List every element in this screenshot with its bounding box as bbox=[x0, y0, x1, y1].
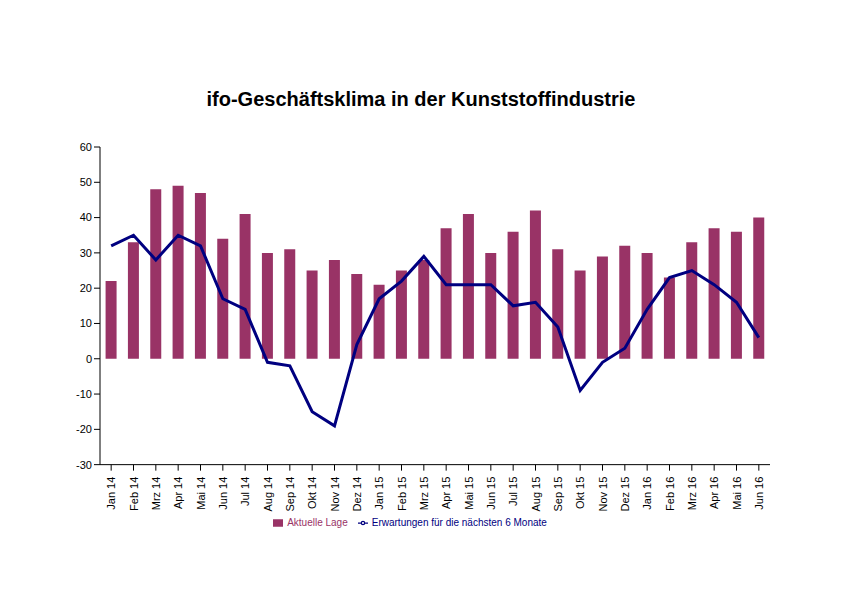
svg-text:Apr 15: Apr 15 bbox=[440, 477, 452, 509]
svg-text:Aug 14: Aug 14 bbox=[262, 477, 274, 512]
svg-text:Mai 16: Mai 16 bbox=[731, 477, 743, 510]
svg-text:Jan 16: Jan 16 bbox=[641, 477, 653, 510]
svg-text:Feb 15: Feb 15 bbox=[396, 477, 408, 511]
svg-text:Dez 15: Dez 15 bbox=[619, 477, 631, 512]
svg-text:-30: -30 bbox=[76, 459, 92, 471]
svg-text:Mai 15: Mai 15 bbox=[463, 477, 475, 510]
html-text:ifo-Geschäftsklima in der Kuns: ifo-Geschäftsklima in der Kunststoffindu… bbox=[206, 88, 636, 110]
svg-text:Jun 15: Jun 15 bbox=[485, 477, 497, 510]
svg-text:60: 60 bbox=[80, 141, 92, 153]
svg-text:Jan 15: Jan 15 bbox=[373, 477, 385, 510]
svg-text:Jan 14: Jan 14 bbox=[105, 477, 117, 510]
svg-text:-20: -20 bbox=[76, 423, 92, 435]
svg-text:Feb 16: Feb 16 bbox=[664, 477, 676, 511]
html-text:Aktuelle Lage: Aktuelle Lage bbox=[287, 516, 348, 528]
svg-text:30: 30 bbox=[80, 247, 92, 259]
svg-text:20: 20 bbox=[80, 282, 92, 294]
svg-text:-10: -10 bbox=[76, 388, 92, 400]
svg-text:Mrz 14: Mrz 14 bbox=[150, 477, 162, 511]
svg-text:Aug 15: Aug 15 bbox=[530, 477, 542, 512]
svg-text:Jul 15: Jul 15 bbox=[507, 477, 519, 506]
svg-text:Mai 14: Mai 14 bbox=[195, 477, 207, 510]
svg-text:Jun 16: Jun 16 bbox=[753, 477, 765, 510]
svg-text:Sep 15: Sep 15 bbox=[552, 477, 564, 512]
svg-text:Okt 14: Okt 14 bbox=[306, 477, 318, 509]
svg-text:0: 0 bbox=[86, 353, 92, 365]
svg-text:10: 10 bbox=[80, 317, 92, 329]
svg-text:Dez 14: Dez 14 bbox=[351, 477, 363, 512]
svg-text:Apr 14: Apr 14 bbox=[172, 477, 184, 509]
svg-text:Mrz 16: Mrz 16 bbox=[686, 477, 698, 511]
html-text:Erwartungen für die nächsten 6: Erwartungen für die nächsten 6 Monate bbox=[371, 516, 547, 528]
svg-text:Nov 15: Nov 15 bbox=[597, 477, 609, 512]
svg-text:Apr 16: Apr 16 bbox=[708, 477, 720, 509]
svg-text:Feb 14: Feb 14 bbox=[128, 477, 140, 511]
svg-text:Nov 14: Nov 14 bbox=[329, 477, 341, 512]
svg-text:Jul 14: Jul 14 bbox=[239, 477, 251, 506]
svg-text:Jun 14: Jun 14 bbox=[217, 477, 229, 510]
svg-text:40: 40 bbox=[80, 211, 92, 223]
svg-text:50: 50 bbox=[80, 176, 92, 188]
svg-text:Sep 14: Sep 14 bbox=[284, 477, 296, 512]
svg-text:Okt 15: Okt 15 bbox=[574, 477, 586, 509]
svg-text:Mrz 15: Mrz 15 bbox=[418, 477, 430, 511]
